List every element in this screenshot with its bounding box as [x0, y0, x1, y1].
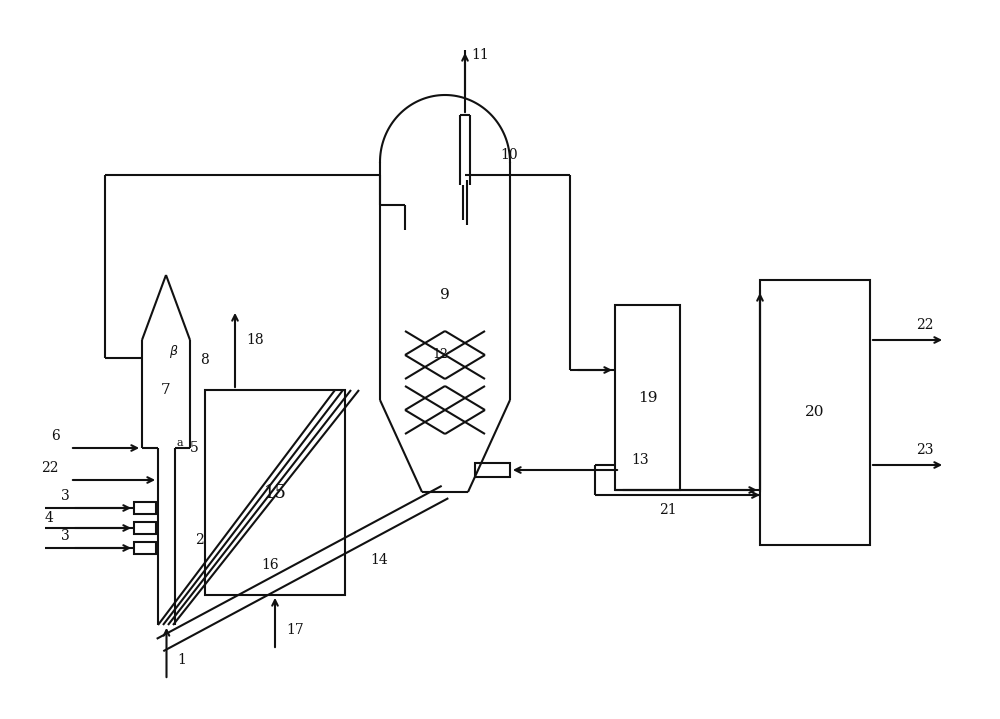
Text: 12: 12 — [432, 349, 448, 362]
Text: 18: 18 — [246, 333, 264, 347]
Bar — [134, 542, 156, 554]
Text: 19: 19 — [638, 390, 657, 405]
Bar — [615, 305, 680, 490]
Bar — [760, 280, 870, 545]
Text: 3: 3 — [61, 529, 69, 543]
Text: 7: 7 — [161, 383, 171, 397]
Bar — [134, 522, 156, 534]
Text: 22: 22 — [41, 461, 59, 475]
Text: $\beta$: $\beta$ — [169, 344, 179, 360]
Bar — [205, 390, 345, 595]
Text: 6: 6 — [51, 429, 59, 443]
Text: 15: 15 — [264, 483, 286, 501]
Text: 3: 3 — [61, 489, 69, 503]
Bar — [475, 463, 510, 477]
Text: 22: 22 — [916, 318, 934, 332]
Text: 20: 20 — [805, 406, 825, 419]
Text: 9: 9 — [440, 288, 450, 302]
Text: 1: 1 — [177, 653, 186, 667]
Text: 14: 14 — [370, 553, 388, 567]
Text: 4: 4 — [45, 511, 54, 525]
Bar — [134, 502, 156, 514]
Text: 5: 5 — [190, 441, 199, 455]
Text: 17: 17 — [286, 623, 304, 637]
Text: 13: 13 — [631, 453, 649, 467]
Text: 10: 10 — [500, 148, 518, 162]
Text: a: a — [176, 438, 183, 448]
Text: 8: 8 — [200, 353, 209, 367]
Text: 11: 11 — [471, 48, 489, 62]
Text: 23: 23 — [916, 443, 934, 457]
Text: 16: 16 — [261, 558, 279, 572]
Text: 2: 2 — [195, 533, 204, 547]
Text: 21: 21 — [659, 503, 676, 517]
